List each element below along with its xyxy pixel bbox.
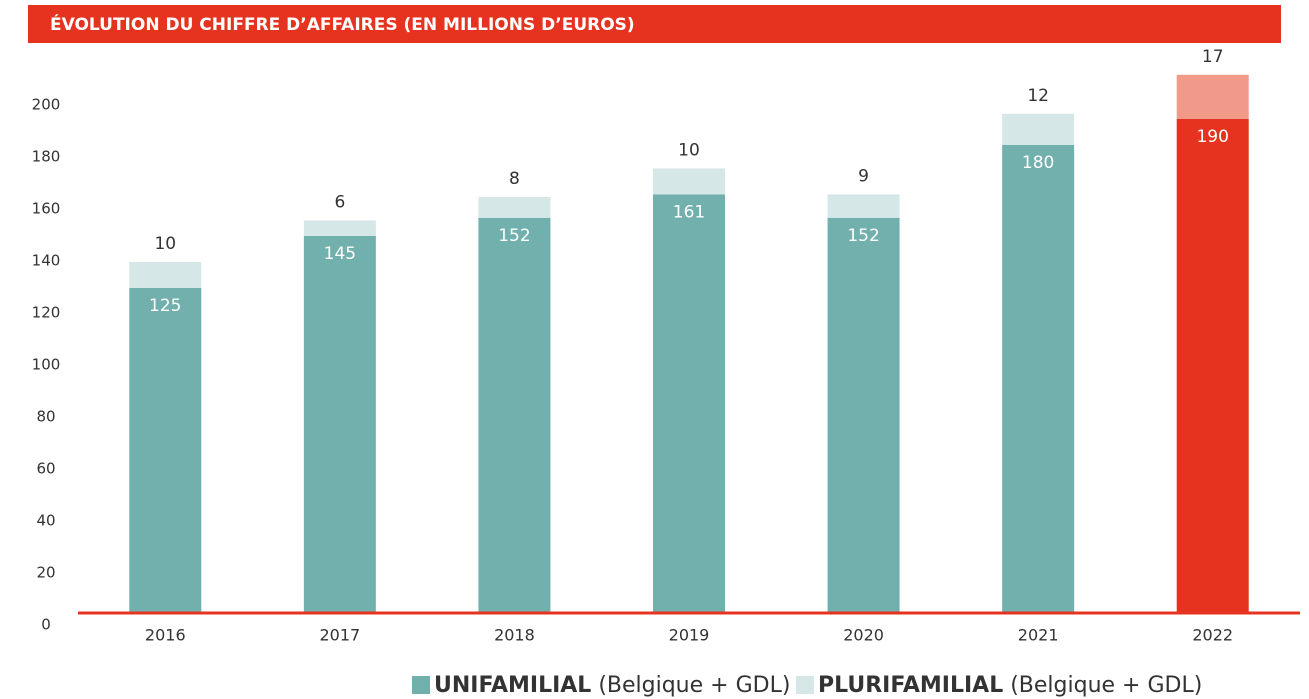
legend-label: UNIFAMILIAL (Belgique + GDL) <box>434 673 790 698</box>
x-tick-label: 2016 <box>145 626 186 645</box>
x-tick-label: 2020 <box>843 626 884 645</box>
legend-label-bold: PLURIFAMILIAL <box>818 673 1003 698</box>
legend-swatch <box>412 676 430 694</box>
bar-segment <box>129 288 202 613</box>
chart-title: ÉVOLUTION DU CHIFFRE D’AFFAIRES (EN MILL… <box>50 13 635 35</box>
legend-label-rest: (Belgique + GDL) <box>1003 673 1202 698</box>
value-label: 152 <box>498 226 530 246</box>
x-tick-label: 2018 <box>494 626 535 645</box>
x-tick-label: 2017 <box>319 626 360 645</box>
value-label: 12 <box>1027 86 1049 106</box>
y-tick-label: 60 <box>36 460 55 478</box>
y-tick-label: 20 <box>36 564 55 582</box>
x-tick-label: 2022 <box>1192 626 1233 645</box>
bar-segment <box>303 236 376 613</box>
y-tick-label: 160 <box>32 200 61 218</box>
value-label: 161 <box>673 202 705 222</box>
bar-segment <box>1002 145 1075 613</box>
bar-segment <box>1176 74 1249 119</box>
value-label: 190 <box>1196 127 1228 147</box>
bar-segment <box>478 197 551 218</box>
value-label: 152 <box>847 226 879 246</box>
value-label: 9 <box>858 166 869 186</box>
y-tick-label: 40 <box>36 512 55 530</box>
bar-segment <box>1002 113 1075 145</box>
x-tick-label: 2019 <box>669 626 710 645</box>
value-label: 10 <box>678 140 700 160</box>
bar-segment <box>478 217 551 614</box>
value-label: 180 <box>1022 153 1054 173</box>
legend-label-bold: UNIFAMILIAL <box>434 673 591 698</box>
bar-segment <box>1176 119 1249 613</box>
bar-segment <box>303 220 376 236</box>
bar-segment <box>653 194 725 613</box>
title-bar <box>28 5 1281 43</box>
bar-segment <box>653 168 725 195</box>
y-tick-label: 120 <box>32 304 61 322</box>
bar-segment <box>827 194 900 218</box>
y-tick-label: 180 <box>32 148 61 166</box>
value-label: 145 <box>324 244 356 264</box>
legend-swatch <box>796 676 814 694</box>
legend-label: PLURIFAMILIAL (Belgique + GDL) <box>818 673 1202 698</box>
value-label: 6 <box>334 192 345 212</box>
y-tick-label: 200 <box>32 96 61 114</box>
value-label: 125 <box>149 296 181 316</box>
y-tick-label: 100 <box>32 356 61 374</box>
bar-segment <box>827 217 900 614</box>
value-label: 17 <box>1202 47 1224 67</box>
x-tick-label: 2021 <box>1018 626 1059 645</box>
legend-label-rest: (Belgique + GDL) <box>591 673 790 698</box>
y-tick-label: 0 <box>41 616 51 634</box>
value-label: 8 <box>509 169 520 189</box>
y-tick-label: 80 <box>36 408 55 426</box>
y-tick-label: 140 <box>32 252 61 270</box>
bar-segment <box>129 262 202 288</box>
value-label: 10 <box>154 234 176 254</box>
